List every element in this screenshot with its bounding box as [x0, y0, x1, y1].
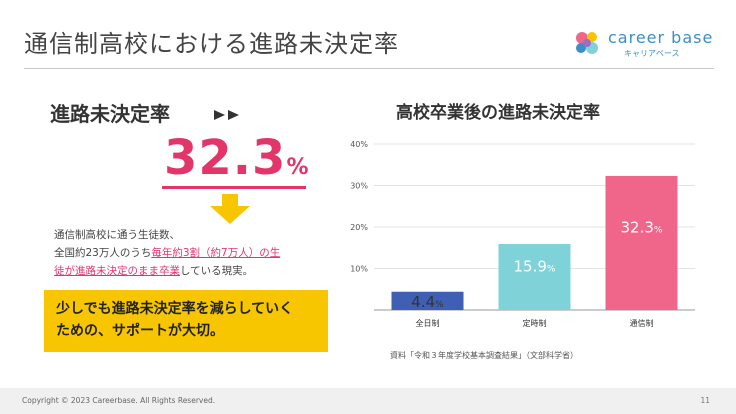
- big-rate-number: 32.3: [164, 130, 287, 186]
- desc-highlight: 徒が進路未決定のまま卒業: [54, 265, 180, 277]
- bar: [391, 291, 464, 310]
- logo-mark-icon: [576, 32, 598, 54]
- x-tick-label: 全日制: [416, 318, 440, 328]
- logo: career base キャリアベース: [572, 26, 712, 60]
- copyright: Copyright © 2023 Careerbase. All Rights …: [22, 396, 216, 405]
- chart-title: 高校卒業後の進路未決定率: [396, 103, 600, 123]
- x-tick-label: 定時制: [523, 318, 547, 328]
- big-rate-unit: %: [286, 155, 309, 180]
- desc-line-2: 全国約23万人のうち毎年約3割（約7万人）の生: [54, 244, 324, 262]
- data-label: 32.3%: [621, 218, 663, 236]
- rate-heading: 進路未決定率: [50, 102, 170, 126]
- rate-underline: [162, 186, 306, 189]
- description: 通信制高校に通う生徒数、 全国約23万人のうち毎年約3割（約7万人）の生 徒が進…: [54, 226, 324, 280]
- footer: Copyright © 2023 Careerbase. All Rights …: [0, 388, 736, 414]
- data-label-unit: %: [654, 225, 663, 235]
- header-divider: [24, 68, 714, 69]
- data-label-value: 32.3: [621, 218, 654, 236]
- logo-text: career base: [608, 28, 714, 47]
- data-label: 4.4%: [411, 293, 444, 311]
- bar-chart: 10% 20% 30% 40% 4.4% 全日制 15.9% 定時制 32.3% 通信制: [350, 140, 695, 328]
- desc-line-3: 徒が進路未決定のまま卒業している現実。: [54, 262, 324, 280]
- data-label-value: 4.4: [411, 293, 435, 311]
- data-label-unit: %: [435, 300, 444, 310]
- data-label-unit: %: [547, 265, 556, 275]
- data-label: 15.9%: [514, 258, 556, 276]
- y-tick-label: 20%: [350, 223, 368, 232]
- slide-title: 通信制高校における進路未決定率: [24, 30, 399, 58]
- callout-line-2: ための、サポートが大切。: [56, 323, 224, 339]
- data-label-value: 15.9: [514, 258, 547, 276]
- double-play-icon: [214, 110, 239, 120]
- desc-text: している現実。: [180, 265, 254, 277]
- callout-box: 少しでも進路未決定率を減らしていく ための、サポートが大切。: [44, 290, 328, 352]
- bar: [498, 244, 571, 310]
- chart-source: 資料「令和３年度学校基本調査結果」（文部科学省）: [390, 351, 578, 360]
- logo-subtext: キャリアベース: [624, 49, 680, 58]
- callout-line-1: 少しでも進路未決定率を減らしていく: [56, 301, 294, 317]
- arrow-down-icon: [210, 194, 250, 224]
- bar: [605, 175, 678, 310]
- desc-line-1: 通信制高校に通う生徒数、: [54, 229, 180, 241]
- y-tick-label: 30%: [350, 182, 368, 191]
- desc-highlight: 毎年約3割（約7万人）の生: [151, 247, 281, 259]
- desc-text: 全国約23万人のうち: [54, 247, 152, 259]
- y-tick-label: 10%: [350, 265, 368, 274]
- x-tick-label: 通信制: [630, 318, 654, 328]
- big-rate: 32.3%: [164, 130, 308, 186]
- y-tick-label: 40%: [350, 140, 368, 149]
- page-number: 11: [700, 396, 710, 405]
